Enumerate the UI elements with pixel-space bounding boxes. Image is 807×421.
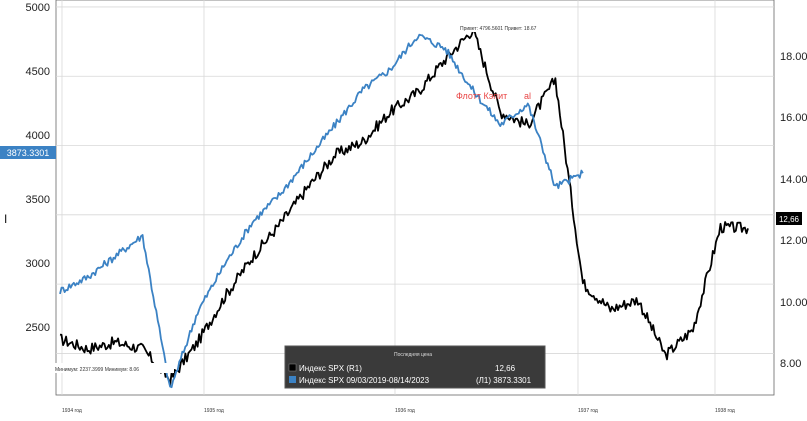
left-tick-label: 4500 [26, 66, 50, 78]
legend-row-label: Индекс SPX 09/03/2019-08/14/2023 [299, 376, 430, 385]
right-tick-label: 16.00 [780, 112, 807, 124]
x-tick-label: 1935 год [204, 408, 224, 414]
series-layer [59, 29, 749, 389]
legend-box [284, 345, 546, 389]
legend-swatch-blue [289, 376, 296, 383]
right-tick-label: 14.00 [780, 174, 807, 186]
current-left-badge [0, 146, 56, 159]
plot-frame [55, 0, 775, 396]
left-tick-label: 3500 [26, 194, 50, 206]
left-marker: I [4, 212, 7, 226]
current-right-badge [776, 212, 802, 225]
left-tick-label: 2500 [26, 322, 50, 334]
legend-row-value: 12,66 [495, 364, 516, 373]
legend-row-label: Индекс SPX (R1) [299, 364, 362, 373]
watermark-suffix: al [524, 91, 531, 101]
legend-row-value: (Л1) 3873.3301 [476, 376, 532, 385]
right-tick-label: 8.00 [780, 358, 801, 370]
left-tick-label: 4000 [26, 130, 50, 142]
series-line-spx-2019-2023 [59, 33, 584, 389]
right-tick-label: 12.00 [780, 235, 807, 247]
legend-swatch-black [288, 363, 297, 372]
watermark-text: Флотт Кэпит [456, 91, 507, 101]
left-tick-label: 5000 [26, 2, 50, 14]
bottom-annotation-box [52, 363, 174, 373]
legend: Последняя цена Индекс SPX (R1) 12,66 Инд… [284, 345, 546, 389]
left-tick-label: 3000 [26, 258, 50, 270]
right-tick-label: 10.00 [780, 297, 807, 309]
series-line-spx-r1 [59, 29, 749, 387]
top-annotation: Привет: 4796.5601 Привет: 18.67 [460, 26, 537, 32]
x-axis: 1934 год 1935 год 1936 год 1937 год 1938… [62, 408, 735, 414]
right-axis: 18.00 16.00 14.00 12.00 10.00 8.00 [780, 51, 807, 370]
x-tick-label: 1934 год [62, 408, 82, 414]
right-tick-label: 18.00 [780, 51, 807, 63]
current-left-value: 3873.3301 [7, 148, 50, 158]
x-tick-label: 1936 год [395, 408, 415, 414]
watermark: Флотт Кэпит al [456, 91, 531, 101]
left-axis: 5000 4500 4000 3500 3000 2500 [26, 2, 50, 334]
current-right-value: 12,66 [779, 215, 800, 224]
x-tick-label: 1938 год [715, 408, 735, 414]
legend-header: Последняя цена [394, 352, 432, 358]
x-tick-label: 1937 год [578, 408, 598, 414]
top-annotation-box [455, 22, 547, 32]
bottom-annotation: Минимум: 2237.3999 Минимум: 8.06 [55, 367, 139, 373]
